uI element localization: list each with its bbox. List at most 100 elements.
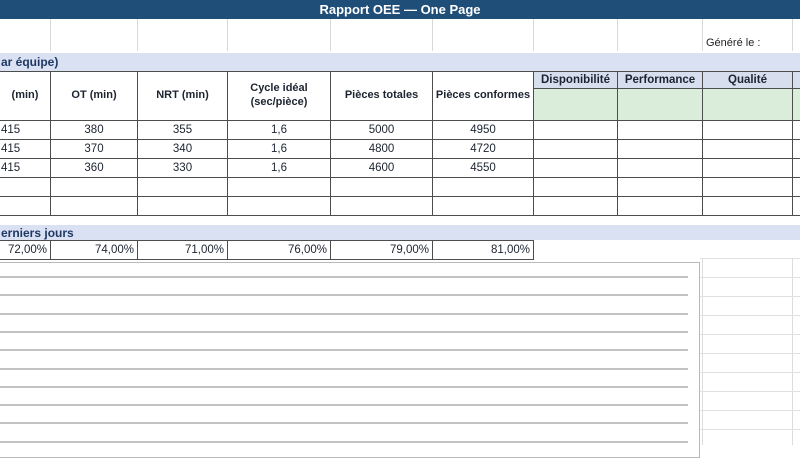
table-cell-empty[interactable] bbox=[792, 139, 800, 159]
kpi-header-clipped[interactable] bbox=[792, 71, 800, 89]
table-cell-empty[interactable] bbox=[617, 120, 703, 140]
kpi-cell-disponibilite[interactable] bbox=[533, 88, 618, 121]
trend-cell[interactable]: 71,00% bbox=[137, 240, 228, 260]
col-header-nrt-min[interactable]: NRT (min) bbox=[137, 71, 228, 121]
section-trend-label: erniers jours bbox=[1, 225, 74, 240]
col-header-pieces-conformes[interactable]: Pièces conformes bbox=[432, 71, 534, 121]
table-cell-empty[interactable] bbox=[533, 177, 618, 197]
trend-chart[interactable] bbox=[0, 262, 700, 458]
table-cell[interactable]: 380 bbox=[50, 120, 138, 140]
gridline bbox=[700, 258, 800, 259]
gridline bbox=[700, 372, 800, 373]
gridline bbox=[50, 19, 51, 51]
gridline bbox=[792, 259, 793, 445]
section-header-input: ar équipe) bbox=[0, 53, 800, 71]
table-cell-empty[interactable] bbox=[702, 158, 793, 178]
table-cell[interactable]: 330 bbox=[137, 158, 228, 178]
section-header-trend: erniers jours bbox=[0, 225, 800, 240]
gridline bbox=[533, 19, 534, 51]
col-header-cycle-ideal[interactable]: Cycle idéal (sec/pièce) bbox=[227, 71, 331, 121]
table-cell[interactable]: 1,6 bbox=[227, 139, 331, 159]
table-cell-empty[interactable] bbox=[702, 196, 793, 216]
table-cell-empty[interactable] bbox=[617, 158, 703, 178]
table-cell[interactable]: 370 bbox=[50, 139, 138, 159]
table-cell-empty[interactable] bbox=[792, 177, 800, 197]
table-cell-empty[interactable] bbox=[702, 120, 793, 140]
gridline bbox=[702, 19, 703, 51]
chart-gridline bbox=[0, 422, 688, 424]
table-cell[interactable]: 4720 bbox=[432, 139, 534, 159]
generated-date-label: Généré le : bbox=[706, 37, 761, 49]
table-cell-empty[interactable] bbox=[702, 139, 793, 159]
gridline bbox=[617, 19, 618, 51]
table-cell-empty[interactable] bbox=[50, 196, 138, 216]
col-header-pt-min[interactable]: (min) bbox=[0, 71, 51, 121]
table-cell-empty[interactable] bbox=[792, 158, 800, 178]
table-cell[interactable]: 415 bbox=[0, 158, 51, 178]
kpi-cell-clipped[interactable] bbox=[792, 88, 800, 121]
gridline bbox=[137, 19, 138, 51]
chart-gridline bbox=[0, 441, 688, 443]
table-cell-empty[interactable] bbox=[432, 196, 534, 216]
table-cell-empty[interactable] bbox=[617, 139, 703, 159]
table-cell[interactable]: 4800 bbox=[330, 139, 433, 159]
table-cell[interactable]: 5000 bbox=[330, 120, 433, 140]
table-cell-empty[interactable] bbox=[792, 120, 800, 140]
gridline bbox=[700, 429, 800, 430]
gridline bbox=[700, 315, 800, 316]
trend-cell[interactable]: 74,00% bbox=[50, 240, 138, 260]
table-cell-empty[interactable] bbox=[330, 177, 433, 197]
table-cell-empty[interactable] bbox=[50, 177, 138, 197]
kpi-header-disponibilite[interactable]: Disponibilité bbox=[533, 71, 618, 89]
table-cell-empty[interactable] bbox=[0, 196, 51, 216]
table-cell-empty[interactable] bbox=[432, 177, 534, 197]
table-cell[interactable]: 415 bbox=[0, 120, 51, 140]
kpi-header-qualite[interactable]: Qualité bbox=[702, 71, 793, 89]
table-cell-empty[interactable] bbox=[137, 177, 228, 197]
table-cell-empty[interactable] bbox=[617, 177, 703, 197]
gridline bbox=[700, 410, 800, 411]
table-cell-empty[interactable] bbox=[533, 158, 618, 178]
table-cell-empty[interactable] bbox=[227, 177, 331, 197]
gridline bbox=[702, 259, 703, 445]
kpi-cell-performance[interactable] bbox=[617, 88, 703, 121]
trend-cell[interactable]: 81,00% bbox=[432, 240, 534, 260]
chart-gridline bbox=[0, 276, 688, 278]
col-header-ot-min[interactable]: OT (min) bbox=[50, 71, 138, 121]
table-cell[interactable]: 1,6 bbox=[227, 120, 331, 140]
report-title-bar: Rapport OEE — One Page bbox=[0, 0, 800, 19]
table-cell[interactable]: 360 bbox=[50, 158, 138, 178]
trend-cell[interactable]: 72,00% bbox=[0, 240, 51, 260]
gridline bbox=[700, 334, 800, 335]
kpi-header-performance[interactable]: Performance bbox=[617, 71, 703, 89]
table-cell-empty[interactable] bbox=[617, 196, 703, 216]
gridline bbox=[700, 391, 800, 392]
table-cell-empty[interactable] bbox=[0, 177, 51, 197]
table-cell[interactable]: 1,6 bbox=[227, 158, 331, 178]
kpi-cell-qualite[interactable] bbox=[702, 88, 793, 121]
chart-gridline bbox=[0, 313, 688, 315]
table-cell-empty[interactable] bbox=[533, 120, 618, 140]
page-title: Rapport OEE — One Page bbox=[319, 2, 481, 17]
table-cell-empty[interactable] bbox=[533, 139, 618, 159]
table-cell[interactable]: 355 bbox=[137, 120, 228, 140]
table-cell[interactable]: 4550 bbox=[432, 158, 534, 178]
table-cell[interactable]: 4950 bbox=[432, 120, 534, 140]
table-cell-empty[interactable] bbox=[702, 177, 793, 197]
table-cell[interactable]: 4600 bbox=[330, 158, 433, 178]
gridline bbox=[227, 19, 228, 51]
table-cell-empty[interactable] bbox=[227, 196, 331, 216]
trend-cell[interactable]: 79,00% bbox=[330, 240, 433, 260]
table-cell-empty[interactable] bbox=[792, 196, 800, 216]
gridline bbox=[700, 277, 800, 278]
generated-date-cell[interactable]: Généré le : bbox=[702, 19, 792, 51]
table-cell[interactable]: 415 bbox=[0, 139, 51, 159]
col-header-pieces-totales[interactable]: Pièces totales bbox=[330, 71, 433, 121]
table-cell-empty[interactable] bbox=[330, 196, 433, 216]
chart-gridline bbox=[0, 331, 688, 333]
table-cell-empty[interactable] bbox=[533, 196, 618, 216]
chart-gridline bbox=[0, 404, 688, 406]
table-cell[interactable]: 340 bbox=[137, 139, 228, 159]
trend-cell[interactable]: 76,00% bbox=[227, 240, 331, 260]
table-cell-empty[interactable] bbox=[137, 196, 228, 216]
